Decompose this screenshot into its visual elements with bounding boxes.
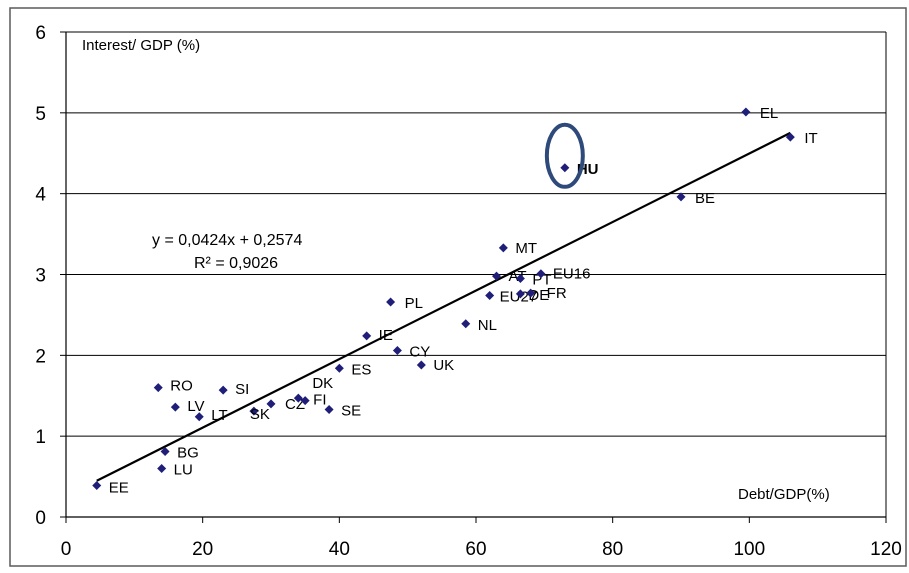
- point-lu: [157, 464, 167, 473]
- point-nl: [461, 319, 471, 329]
- point-ro: [153, 383, 163, 393]
- point-lt: [194, 412, 204, 422]
- x-tick-label: 120: [870, 539, 902, 560]
- point-se: [324, 404, 334, 414]
- axes: [60, 31, 887, 523]
- label-nl: NL: [478, 317, 497, 334]
- point-pt: [515, 274, 525, 284]
- point-lv: [170, 402, 180, 412]
- y-tick-label: 4: [35, 185, 46, 206]
- point-fr: [526, 288, 536, 298]
- label-eu16: EU16: [553, 266, 591, 283]
- data-points: EELUBGROLVLTSISKCZDKFISEESIECYUKPLNLMTAT…: [92, 105, 818, 496]
- point-de: [515, 289, 525, 299]
- y-tick-label: 3: [35, 266, 46, 287]
- point-eu16: [536, 269, 546, 279]
- label-ee: EE: [109, 479, 129, 496]
- point-fi: [300, 396, 310, 406]
- trendline-equation: y = 0,0424x + 0,2574: [152, 232, 302, 249]
- point-it: [785, 132, 795, 142]
- point-cz: [266, 399, 276, 409]
- label-ro: RO: [170, 378, 193, 395]
- label-dk: DK: [312, 375, 333, 392]
- label-lt: LT: [211, 407, 227, 424]
- label-bg: BG: [177, 445, 199, 462]
- label-lu: LU: [174, 462, 193, 479]
- highlight-circle: [544, 122, 585, 189]
- point-ee: [92, 480, 102, 490]
- label-it: IT: [804, 130, 817, 147]
- y-tick-label: 2: [35, 346, 46, 367]
- point-eu27: [485, 291, 495, 301]
- point-bg: [160, 447, 170, 457]
- x-tick-label: 100: [733, 539, 765, 560]
- r-squared-label: R² = 0,9026: [194, 255, 278, 272]
- y-tick-label: 1: [35, 427, 46, 448]
- label-be: BE: [695, 190, 715, 207]
- label-mt: MT: [515, 240, 537, 257]
- point-uk: [416, 360, 426, 370]
- trendline: [96, 131, 791, 482]
- point-mt: [498, 243, 508, 253]
- point-el: [741, 107, 751, 117]
- label-uk: UK: [433, 357, 454, 374]
- trendline-group: [96, 131, 791, 482]
- x-tick-label: 0: [61, 539, 72, 560]
- point-es: [334, 363, 344, 373]
- point-pl: [386, 297, 396, 307]
- label-el: EL: [760, 105, 778, 122]
- label-lv: LV: [187, 398, 204, 415]
- point-cy: [392, 345, 402, 355]
- label-ie: IE: [379, 327, 393, 344]
- x-tick-label: 80: [602, 539, 623, 560]
- label-si: SI: [235, 381, 249, 398]
- label-pl: PL: [405, 295, 423, 312]
- point-sk: [249, 406, 259, 416]
- label-de: DE: [528, 287, 549, 304]
- label-es: ES: [351, 361, 371, 378]
- chart-border: [9, 7, 907, 567]
- point-be: [676, 192, 686, 202]
- point-hu: [560, 163, 570, 173]
- point-ie: [362, 331, 372, 341]
- y-tick-label: 6: [35, 23, 46, 44]
- label-at: AT: [509, 268, 527, 285]
- label-fi: FI: [313, 392, 326, 409]
- y-axis-label: Interest/ GDP (%): [82, 37, 200, 54]
- x-tick-label: 40: [329, 539, 350, 560]
- y-tick-label: 5: [35, 104, 46, 125]
- x-tick-label: 20: [192, 539, 213, 560]
- point-at: [492, 271, 501, 281]
- label-se: SE: [341, 402, 361, 419]
- label-fr: FR: [547, 285, 567, 302]
- point-dk: [293, 393, 303, 403]
- x-tick-label: 60: [465, 539, 486, 560]
- label-pt: PT: [532, 272, 551, 289]
- x-axis-label: Debt/GDP(%): [738, 486, 830, 503]
- point-si: [218, 385, 228, 395]
- y-tick-label: 0: [35, 508, 46, 529]
- label-cy: CY: [409, 343, 430, 360]
- label-sk: SK: [250, 406, 270, 423]
